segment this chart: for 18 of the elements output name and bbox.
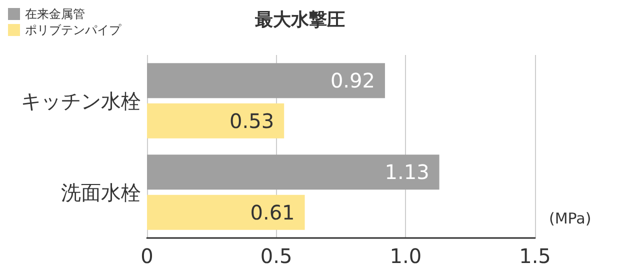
data-label: 1.13 [384, 160, 430, 184]
bar [147, 103, 284, 138]
bar [147, 154, 440, 190]
data-label: 0.61 [250, 200, 295, 224]
bar [147, 63, 385, 98]
x-tick-label: 0 [140, 244, 154, 268]
data-label: 0.53 [230, 108, 274, 133]
x-axis-title: (MPa) [549, 210, 592, 228]
y-tick-label: 洗面水栓 [61, 180, 141, 204]
x-tick-label: 1.0 [390, 244, 422, 268]
bar [147, 194, 305, 230]
chart-title: 最大水撃圧 [254, 10, 345, 30]
legend-label: 在来金属管 [25, 7, 85, 21]
data-label: 0.92 [330, 68, 375, 93]
legend-label: ポリブテンパイプ [25, 23, 122, 37]
x-tick-label: 0.5 [260, 244, 292, 268]
y-tick-label: キッチン水栓 [21, 88, 141, 113]
x-tick-label: 1.5 [519, 244, 551, 268]
